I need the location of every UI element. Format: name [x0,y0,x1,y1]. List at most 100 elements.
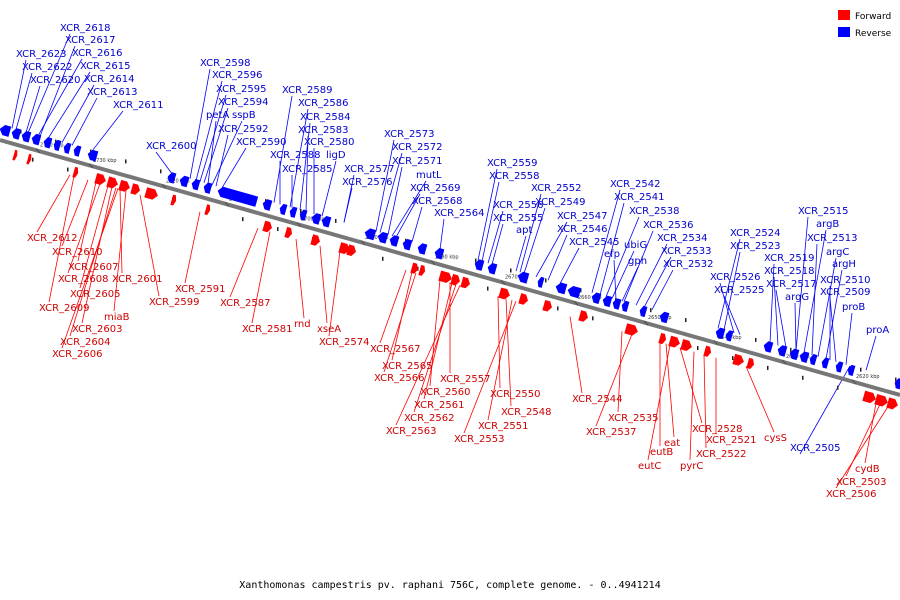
reverse-gene-arrow [321,216,332,228]
forward-leader-line [505,298,512,407]
reverse-gene-label: XCR_2577 [344,164,395,175]
reverse-leader-line [845,312,853,365]
reverse-leader-line [47,71,91,139]
tick-mark [500,280,506,285]
reverse-gene-arrow [203,182,213,194]
reverse-leader-line [487,210,504,264]
forward-leader-line [413,284,457,413]
reverse-gene-arrow [87,149,99,162]
reverse-gene-label: XCR_2576 [342,177,393,188]
reverse-gene-arrow [31,133,42,146]
forward-gene-arrow [310,234,320,246]
forward-gene-arrow [624,323,638,336]
reverse-gene-arrow [299,209,308,221]
reverse-leader-line [717,238,741,329]
reverse-gene-arrow [364,228,377,241]
reverse-leader-line [207,120,217,184]
reverse-leader-line [519,193,542,273]
reverse-gene-arrow [279,203,288,216]
forward-leader-line [79,185,109,289]
reverse-leader-line [27,33,71,134]
reverse-gene-arrow [725,330,734,342]
forward-gene-arrow [518,293,528,305]
forward-gene-arrow [438,270,452,283]
forward-leader-line [395,285,461,426]
forward-gene-arrow [118,179,130,192]
forward-gene-label: XCR_2506 [826,489,877,500]
reverse-leader-line [623,230,654,302]
tick-label: 2630 kbp [786,354,810,360]
reverse-leader-line [411,206,423,242]
reverse-leader-line [865,335,877,371]
reverse-gene-label: ubiG [624,240,647,251]
forward-leader-line [835,406,889,489]
reverse-gene-label: gph [628,256,647,267]
reverse-gene-label: XCR_2564 [434,208,485,219]
reverse-leader-line [395,193,421,238]
reverse-leader-line [387,166,403,236]
forward-gene-label: cydB [855,464,880,475]
reverse-gene-arrow [487,263,498,275]
tick-mark [430,260,436,265]
forward-gene-arrow [170,194,177,206]
forward-gene-label: XCR_2591 [175,284,226,295]
minor-tick-upper [790,347,792,352]
reverse-gene-label: XCR_2546 [557,224,608,235]
reverse-gene-label: XCR_2526 [710,272,761,283]
forward-gene-label: eutC [638,461,661,472]
reverse-gene-label: XCR_2586 [298,98,349,109]
minor-tick-lower [277,227,279,232]
reverse-gene-label: XCR_2518 [764,266,815,277]
forward-leader-line [679,347,703,424]
reverse-leader-line [547,234,568,281]
reverse-leader-line [491,223,504,265]
tick-mark [851,379,857,385]
reverse-gene-label: argC [826,247,849,258]
forward-gene-arrow [862,390,876,404]
forward-gene-label: XCR_2560 [420,387,471,398]
forward-gene-label: XCR_2603 [72,324,123,335]
reverse-gene-label: XCR_2545 [569,237,620,248]
reverse-gene-label: XCR_2569 [410,183,461,194]
minor-tick-upper [160,169,162,174]
minor-tick-lower [767,365,769,370]
reverse-gene-label: XCR_2592 [218,124,269,135]
forward-leader-line [61,179,89,247]
reverse-leader-line [773,276,779,346]
forward-leader-line [184,211,201,284]
forward-gene-label: XCR_2563 [386,426,437,437]
forward-leader-line [119,188,123,274]
reverse-gene-label: XCR_2559 [487,158,538,169]
reverse-leader-line [635,243,668,306]
forward-leader-line [595,333,633,427]
forward-leader-line [67,183,101,274]
reverse-leader-line [825,269,843,360]
forward-leader-line [77,182,97,262]
forward-gene-label: XCR_2503 [836,477,887,488]
reverse-leader-line [775,289,787,348]
forward-gene-label: XCR_2601 [112,274,163,285]
forward-leader-line [319,245,328,324]
forward-gene-arrow [94,173,106,185]
reverse-gene-arrow [53,139,62,152]
leader-lines [11,33,889,489]
reverse-gene-label: XCR_2572 [392,142,443,153]
minor-tick-lower [242,217,244,222]
reverse-gene-label: sspB [232,110,256,121]
forward-gene-label: XCR_2528 [692,424,743,435]
reverse-gene-arrow [591,292,602,305]
forward-gene-label: xseA [317,324,341,335]
forward-gene-label: XCR_2561 [414,400,465,411]
forward-gene-label: XCR_2609 [39,303,90,314]
reverse-leader-line [723,251,741,331]
reverse-leader-line [199,94,227,182]
tick-mark [573,300,579,306]
reverse-gene-label: XCR_2568 [412,196,463,207]
reverse-gene-arrow [537,276,545,288]
reverse-gene-label: XCR_2614 [84,74,135,85]
minor-tick-upper [475,258,477,263]
reverse-leader-line [39,45,76,137]
minor-tick-lower [732,356,734,360]
reverse-leader-line [723,295,741,335]
forward-gene-label: XCR_2574 [319,337,370,348]
